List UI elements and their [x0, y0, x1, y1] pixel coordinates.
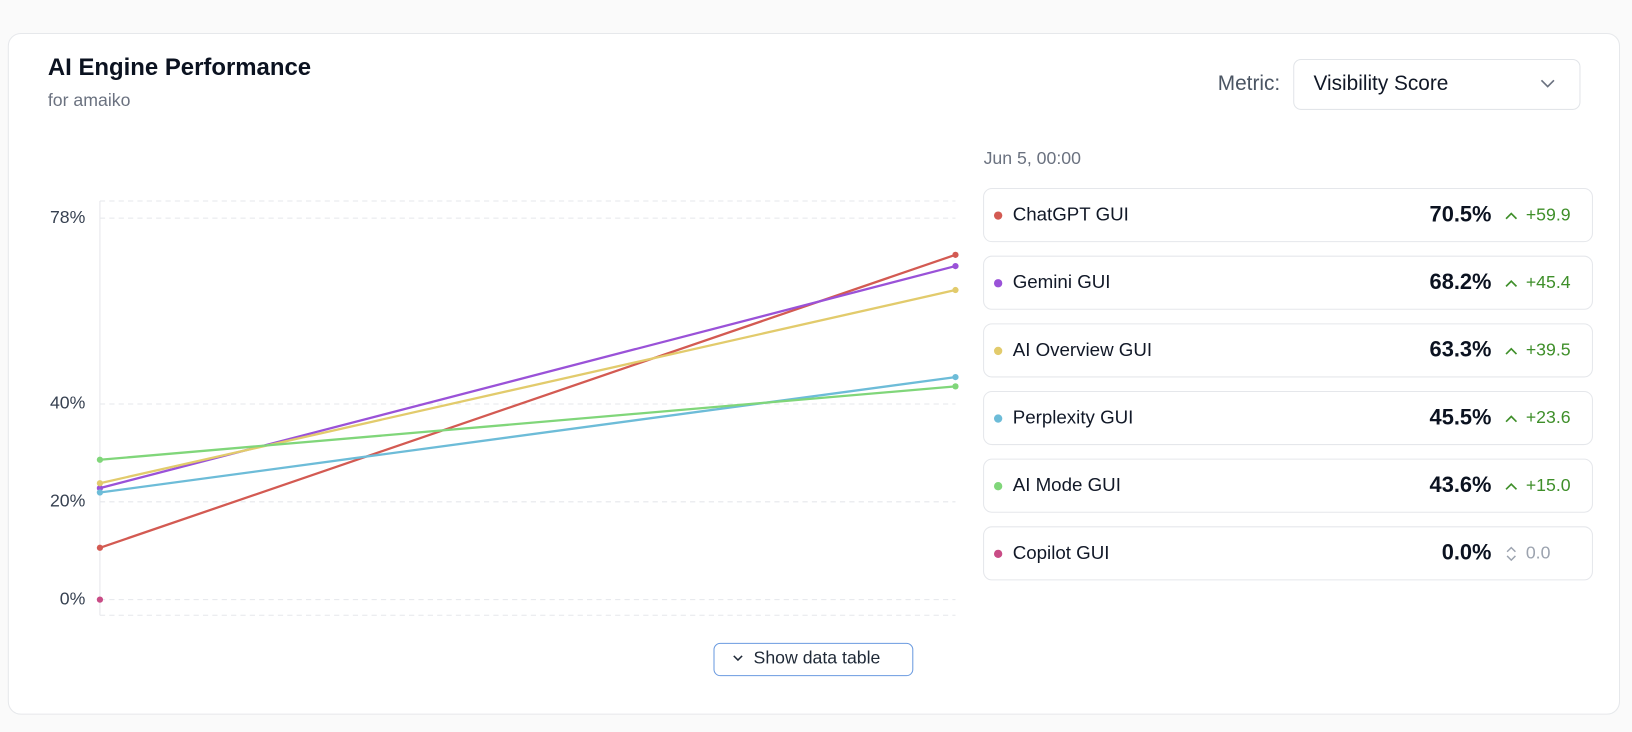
engine-row: AI Mode GUI 43.6% +15.0: [983, 458, 1593, 513]
row-box: [983, 323, 1593, 378]
engine-row: AI Overview GUI 63.3% +39.5: [983, 323, 1593, 378]
button-chevron[interactable]: [733, 655, 743, 662]
row-change: +59.9: [1526, 204, 1571, 224]
row-value: 43.6%: [1430, 472, 1492, 497]
y-tick-label: 20%: [50, 490, 86, 510]
row-change: +15.0: [1526, 475, 1571, 495]
subtitle: for amaiko: [48, 90, 131, 110]
row-value: 45.5%: [1430, 404, 1492, 429]
select-value[interactable]: Visibility Score: [1314, 72, 1449, 95]
legend-dot: [993, 549, 1003, 559]
trend-icon: [1506, 546, 1516, 562]
data-point: [96, 544, 104, 551]
row-change: 0.0: [1526, 543, 1551, 563]
trend-icon: [1505, 415, 1518, 423]
data-point: [96, 480, 104, 487]
y-tick-label: 40%: [50, 393, 86, 413]
legend-dot: [993, 482, 1003, 491]
legend-label: Copilot GUI: [1013, 542, 1110, 563]
data-point: [952, 373, 959, 381]
series-line: [99, 385, 956, 461]
metric-select[interactable]: Visibility Score: [1293, 58, 1581, 110]
row-value: 68.2%: [1430, 269, 1492, 294]
y-tick-label: 0%: [60, 588, 86, 608]
row-value: 70.5%: [1430, 201, 1492, 226]
select-box[interactable]: [1293, 58, 1581, 110]
trend-icon: [1505, 279, 1518, 287]
legend-dot: [993, 346, 1003, 356]
data-point: [96, 484, 104, 492]
button-label[interactable]: Show data table: [754, 648, 881, 668]
legend-label: AI Mode GUI: [1013, 474, 1121, 495]
data-point: [952, 383, 959, 390]
legend-label: ChatGPT GUI: [1013, 204, 1129, 225]
metric-label: Metric:: [1218, 72, 1280, 95]
engine-row: Gemini GUI 68.2% +45.4: [983, 255, 1593, 310]
legend-dot: [993, 211, 1003, 220]
data-point: [96, 489, 104, 496]
legend-dot: [993, 279, 1003, 288]
legend-label: Perplexity GUI: [1013, 407, 1134, 428]
legend-dot: [993, 414, 1003, 423]
engine-row: Copilot GUI 0.0% 0.0: [983, 526, 1593, 581]
row-change: +23.6: [1526, 407, 1571, 427]
engine-row: Perplexity GUI 45.5% +23.6: [983, 390, 1593, 446]
engine-row: ChatGPT GUI 70.5% +59.9: [983, 188, 1593, 243]
trend-icon: [1505, 212, 1518, 220]
row-value: 63.3%: [1430, 337, 1492, 362]
row-box: [983, 458, 1593, 513]
row-change: +45.4: [1526, 272, 1571, 292]
data-point: [952, 251, 959, 258]
series-line: [99, 375, 956, 494]
row-box: [983, 188, 1593, 243]
data-point: [952, 286, 959, 294]
show-table-button[interactable]: Show data table: [713, 642, 914, 677]
data-point: [96, 456, 104, 463]
data-point: [952, 262, 959, 270]
trend-icon: [1505, 347, 1518, 355]
series-line: [99, 288, 956, 485]
row-value: 0.0%: [1442, 540, 1492, 565]
button-box[interactable]: [713, 642, 914, 677]
legend-label: Gemini GUI: [1013, 271, 1111, 292]
row-box: [983, 526, 1593, 581]
row-box: [983, 390, 1593, 446]
row-change: +39.5: [1526, 340, 1571, 360]
y-tick-label: 78%: [50, 207, 86, 227]
row-box: [983, 255, 1593, 310]
data-point: [96, 596, 104, 603]
title: AI Engine Performance: [48, 54, 311, 81]
legend-label: AI Overview GUI: [1013, 339, 1152, 360]
trend-icon: [1505, 482, 1518, 490]
select-chevron[interactable]: [1540, 79, 1555, 88]
panel-date: Jun 5, 00:00: [984, 148, 1082, 168]
